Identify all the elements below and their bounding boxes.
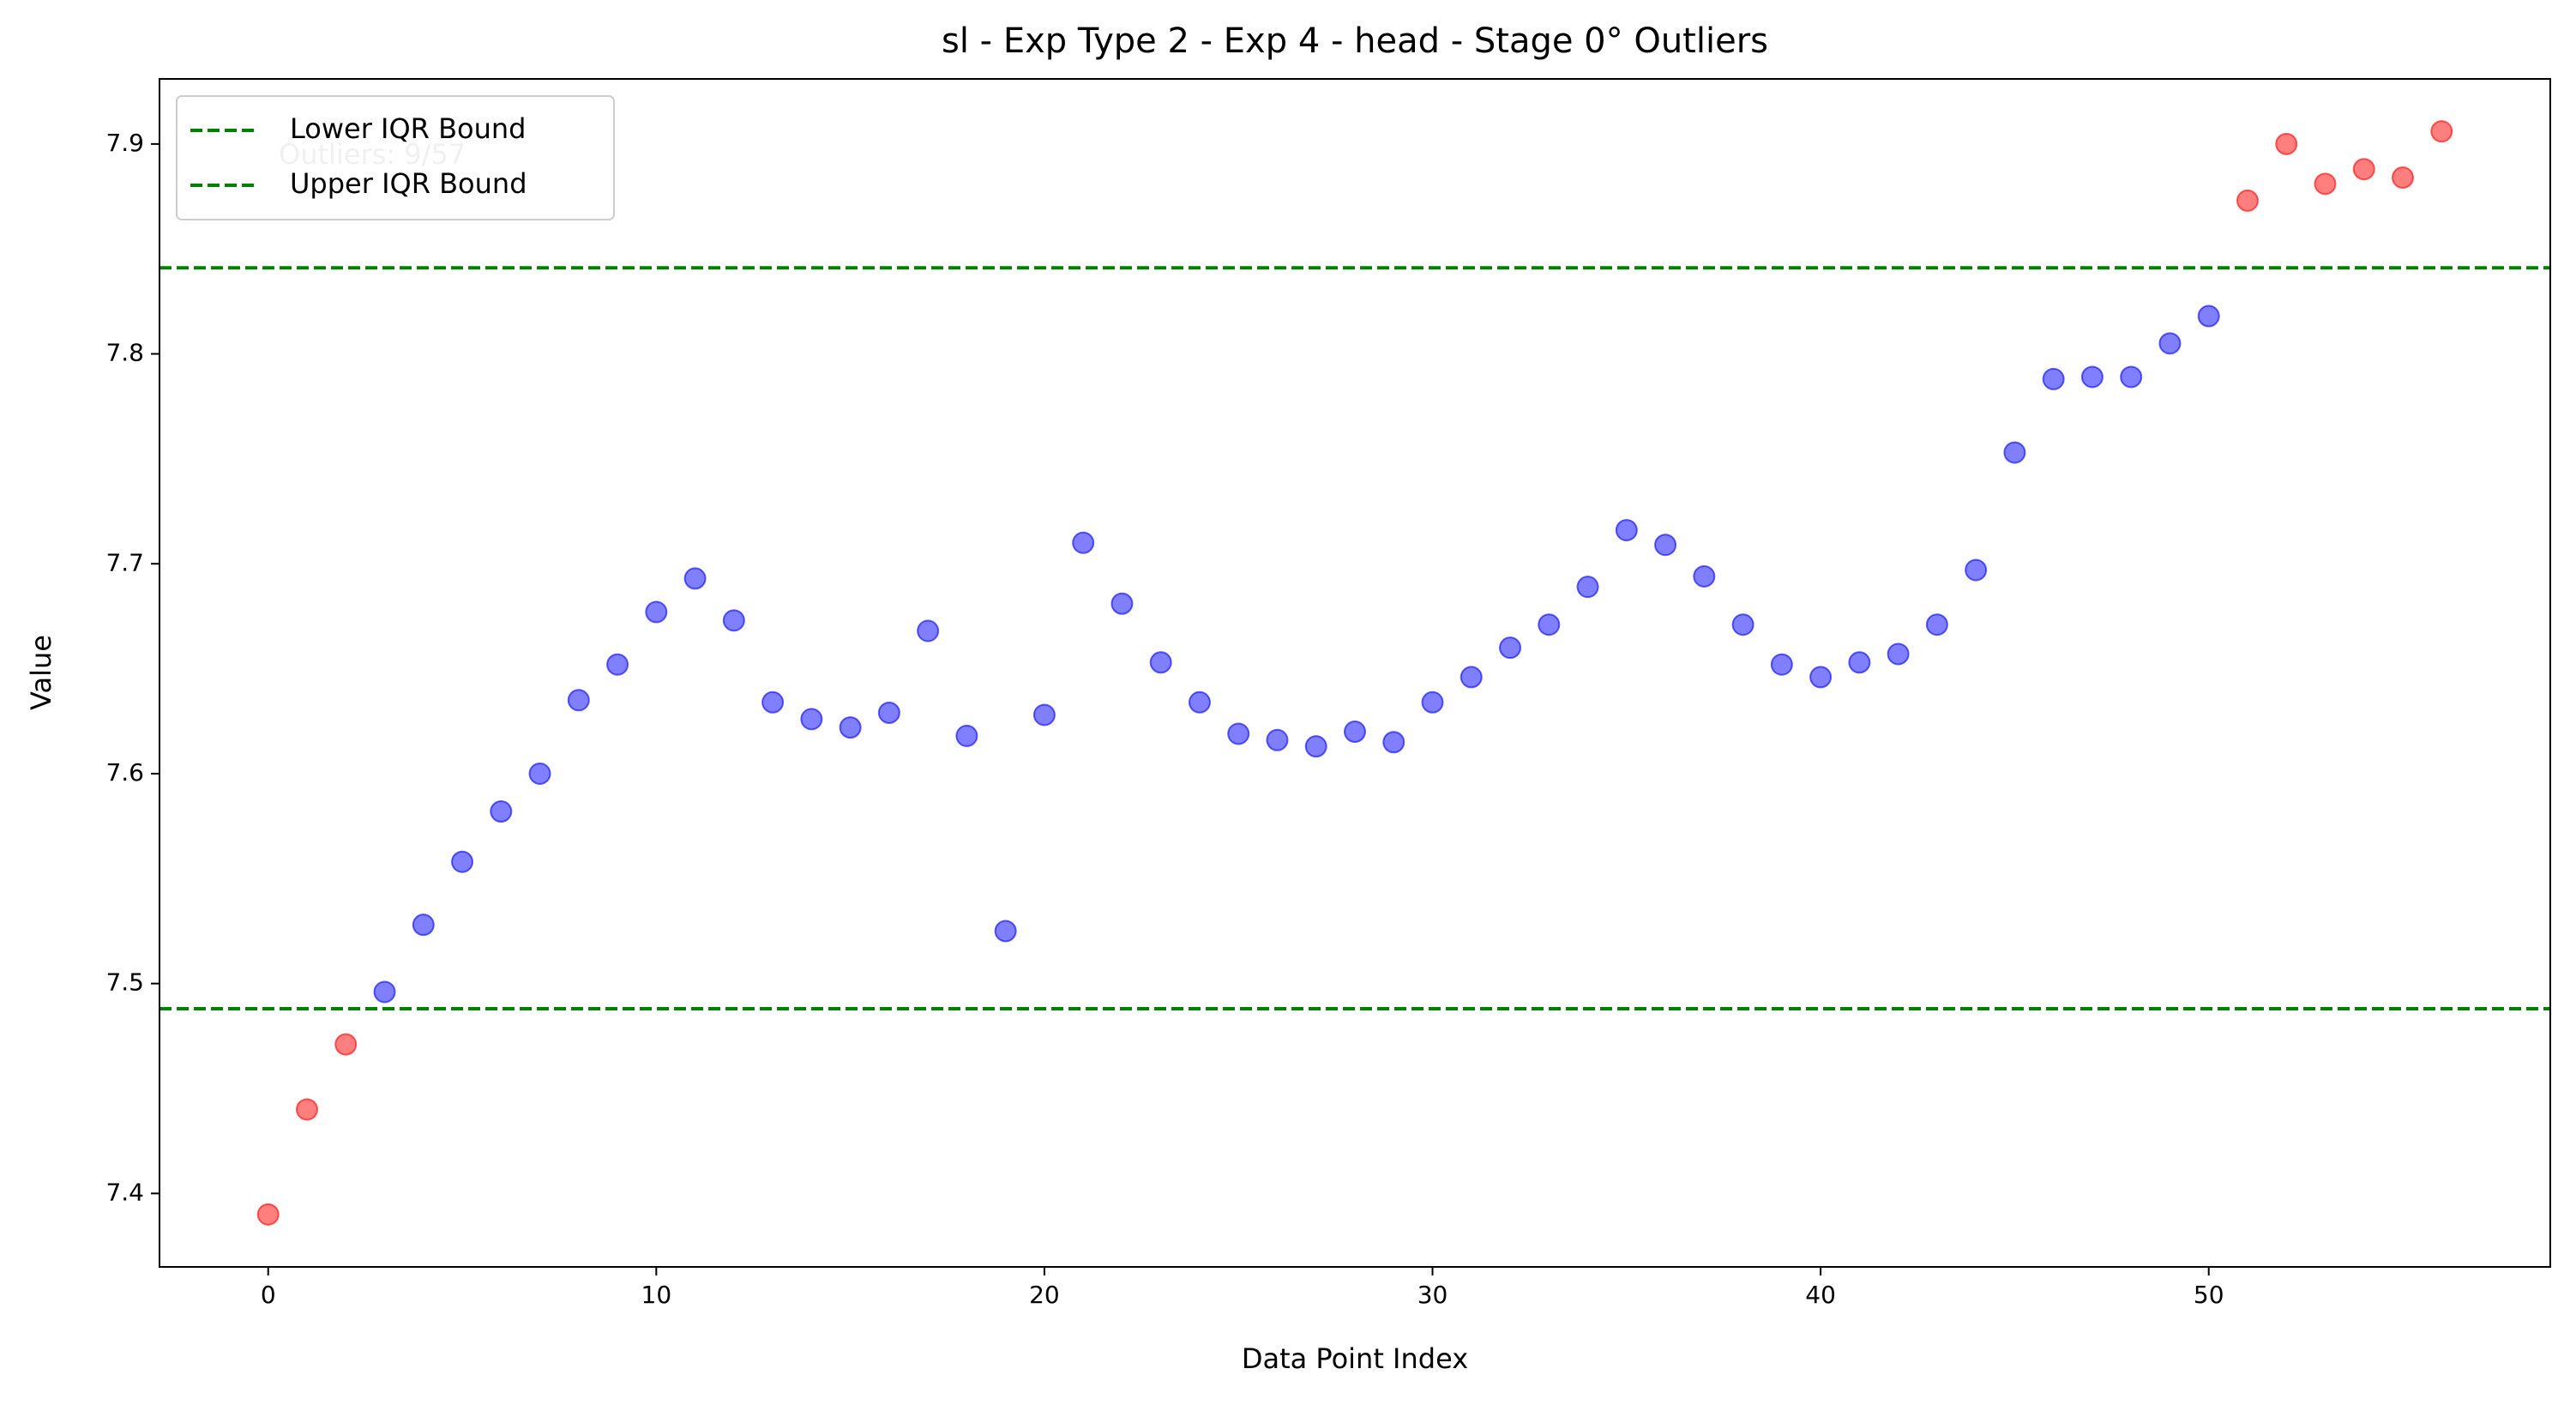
data-point bbox=[994, 920, 1017, 943]
data-point bbox=[606, 653, 629, 676]
data-point bbox=[1576, 576, 1599, 599]
data-point bbox=[1925, 613, 1948, 636]
data-point bbox=[1693, 564, 1716, 588]
data-point bbox=[1965, 558, 1988, 582]
data-point bbox=[1499, 636, 1522, 660]
data-point bbox=[1770, 653, 1793, 676]
data-point bbox=[1809, 666, 1833, 689]
data-point bbox=[412, 914, 435, 937]
data-point bbox=[1072, 531, 1095, 554]
data-point bbox=[2042, 367, 2065, 390]
x-axis-label: Data Point Index bbox=[1242, 1342, 1468, 1375]
y-tick-label: 7.9 bbox=[105, 129, 144, 157]
x-tick-label: 50 bbox=[2194, 1281, 2224, 1309]
y-tick-label: 7.6 bbox=[105, 758, 144, 787]
data-point bbox=[1848, 651, 1871, 674]
y-tick-label: 7.7 bbox=[105, 548, 144, 576]
y-tick-label: 7.8 bbox=[105, 339, 144, 367]
data-point bbox=[2430, 120, 2453, 143]
data-point bbox=[2314, 172, 2337, 196]
x-tick-label: 20 bbox=[1029, 1281, 1060, 1309]
x-tick-label: 30 bbox=[1417, 1281, 1448, 1309]
data-point bbox=[1266, 728, 1289, 751]
data-point bbox=[1188, 690, 1211, 714]
x-tick-label: 0 bbox=[261, 1281, 276, 1309]
plot-frame bbox=[159, 78, 2551, 1268]
data-point bbox=[2120, 365, 2143, 389]
data-point bbox=[839, 716, 862, 739]
data-point bbox=[1149, 651, 1172, 674]
data-point bbox=[2392, 166, 2415, 190]
data-point bbox=[2236, 189, 2259, 212]
data-point bbox=[1110, 592, 1134, 615]
data-point bbox=[334, 1033, 358, 1056]
data-point bbox=[567, 689, 590, 712]
data-point bbox=[1538, 613, 1561, 636]
data-point bbox=[451, 850, 474, 873]
data-point bbox=[1654, 534, 1677, 557]
data-point bbox=[2080, 365, 2104, 389]
y-tick-label: 7.4 bbox=[105, 1178, 144, 1206]
data-point bbox=[373, 980, 396, 1004]
data-point bbox=[1032, 703, 1056, 727]
y-tick-label: 7.5 bbox=[105, 968, 144, 997]
data-point bbox=[2003, 441, 2026, 464]
data-point bbox=[2197, 305, 2220, 328]
x-tick-label: 10 bbox=[641, 1281, 672, 1309]
data-point bbox=[2275, 132, 2298, 155]
legend-label: Lower IQR Bound bbox=[290, 112, 526, 145]
data-point bbox=[1227, 722, 1250, 745]
data-point bbox=[877, 701, 900, 724]
chart-title: sl - Exp Type 2 - Exp 4 - head - Stage 0… bbox=[942, 21, 1768, 61]
data-point bbox=[295, 1098, 318, 1121]
data-point bbox=[1887, 642, 1910, 666]
data-point bbox=[490, 800, 513, 823]
data-point bbox=[2352, 158, 2375, 181]
legend-label: Upper IQR Bound bbox=[290, 167, 527, 200]
data-point bbox=[722, 609, 745, 632]
data-point bbox=[1731, 613, 1754, 636]
data-point bbox=[800, 708, 823, 731]
data-point bbox=[1344, 721, 1366, 744]
x-tick-label: 40 bbox=[1805, 1281, 1836, 1309]
data-point bbox=[1421, 690, 1444, 714]
data-point bbox=[1615, 519, 1638, 542]
data-point bbox=[683, 567, 707, 590]
data-point bbox=[645, 600, 668, 624]
data-point bbox=[256, 1203, 280, 1226]
legend-box bbox=[176, 95, 615, 220]
y-axis-label: Value bbox=[25, 635, 57, 710]
data-point bbox=[1382, 731, 1405, 754]
data-point bbox=[917, 619, 940, 642]
data-point bbox=[528, 762, 551, 785]
data-point bbox=[2158, 332, 2182, 355]
data-point bbox=[1304, 735, 1327, 758]
data-point bbox=[1460, 666, 1483, 689]
data-point bbox=[761, 690, 785, 714]
data-point bbox=[955, 724, 978, 747]
